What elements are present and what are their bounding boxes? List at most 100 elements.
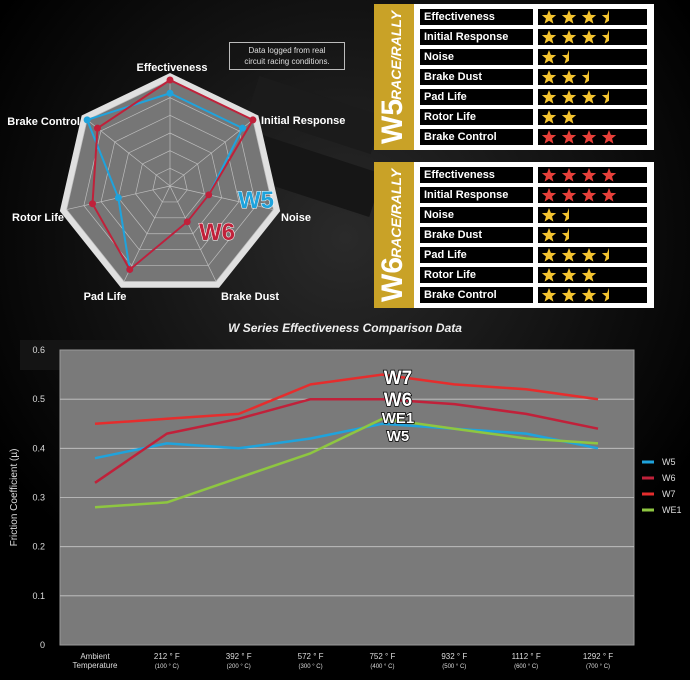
rating-stars xyxy=(538,187,647,203)
rating-stars xyxy=(538,69,647,85)
star-icon xyxy=(581,268,597,282)
radar-series-w6 xyxy=(91,78,255,272)
x-tick-sublabel: (100 ° C) xyxy=(155,664,179,670)
half-star-icon xyxy=(601,30,609,44)
rating-label: Brake Control xyxy=(420,287,533,303)
star-icon xyxy=(581,168,597,182)
series-line-w5 xyxy=(94,422,599,460)
star-icon xyxy=(581,248,597,262)
star-icon xyxy=(541,268,557,282)
y-tick-label: 0.2 xyxy=(32,542,45,552)
x-tick-sublabel: (300 ° C) xyxy=(299,664,323,670)
panel-model-name: W5 xyxy=(376,99,409,144)
y-axis-label: Friction Coefficient (µ) xyxy=(9,449,20,547)
x-tick-label: 1292 ° F xyxy=(583,652,613,661)
star-icon xyxy=(561,248,577,262)
radar-axis-label: Rotor Life xyxy=(12,212,64,224)
star-icon xyxy=(581,10,597,24)
star-icon xyxy=(581,130,597,144)
inline-series-label: W6 xyxy=(384,390,413,411)
star-icon xyxy=(581,288,597,302)
half-star-icon xyxy=(601,248,609,262)
rating-stars xyxy=(538,129,647,145)
rating-stars xyxy=(538,109,647,125)
legend-label: WE1 xyxy=(662,505,682,515)
chart-title: W Series Effectiveness Comparison Data xyxy=(228,321,462,335)
radar-grid-ring xyxy=(83,97,257,266)
w5-rating-panel: W5 RACE/RALLY Effectiveness Initial Respons… xyxy=(374,4,654,150)
radar-axis-label: Brake Control xyxy=(7,116,80,128)
inline-series-label: WE1 xyxy=(382,410,415,427)
x-tick-label: 212 ° F xyxy=(154,652,180,661)
rating-stars xyxy=(538,227,647,243)
star-icon xyxy=(541,228,557,242)
half-star-icon xyxy=(561,208,569,222)
y-tick-label: 0.6 xyxy=(32,345,45,355)
star-icon xyxy=(561,10,577,24)
star-icon xyxy=(561,168,577,182)
x-tick-sublabel: (700 ° C) xyxy=(586,664,610,670)
y-tick-label: 0.4 xyxy=(32,443,45,453)
x-tick-label: 752 ° F xyxy=(369,652,395,661)
x-tick-sublabel: Temperature xyxy=(73,661,118,670)
w6-rating-panel: W6 RACE/RALLY Effectiveness Initial Respons… xyxy=(374,162,654,308)
radar-point-w6 xyxy=(93,124,101,132)
panel-band: W5 RACE/RALLY xyxy=(374,4,414,150)
star-icon xyxy=(561,188,577,202)
radar-label-w6: W6 xyxy=(199,219,235,246)
note-line-1: Data logged from real xyxy=(248,46,326,55)
star-icon xyxy=(541,168,557,182)
star-icon xyxy=(561,110,577,124)
radar-point-w6 xyxy=(249,116,257,124)
star-icon xyxy=(561,70,577,84)
star-icon xyxy=(541,10,557,24)
radar-axis-label: Noise xyxy=(281,212,311,224)
rating-label: Initial Response xyxy=(420,187,533,203)
half-star-icon xyxy=(561,228,569,242)
x-tick-sublabel: (200 ° C) xyxy=(227,664,251,670)
radar-point-w5 xyxy=(166,89,174,97)
x-tick-sublabel: (600 ° C) xyxy=(514,664,538,670)
inline-series-label: W7 xyxy=(384,368,413,389)
y-tick-label: 0.5 xyxy=(32,394,45,404)
panel-band: W6 RACE/RALLY xyxy=(374,162,414,308)
radar-point-w6 xyxy=(88,200,96,208)
rating-label: Brake Control xyxy=(420,129,533,145)
rating-label: Initial Response xyxy=(420,29,533,45)
star-icon xyxy=(541,208,557,222)
note-line-2: circuit racing conditions. xyxy=(244,57,330,66)
panel-subtitle: RACE/RALLY xyxy=(388,167,404,258)
half-star-icon xyxy=(601,90,609,104)
star-icon xyxy=(601,130,617,144)
rating-label: Pad Life xyxy=(420,247,533,263)
legend-label: W5 xyxy=(662,457,676,467)
radar-axis-label: Pad Life xyxy=(84,291,127,303)
radar-grid-ring xyxy=(152,167,188,203)
star-icon xyxy=(581,188,597,202)
half-star-icon xyxy=(601,10,609,24)
half-star-icon xyxy=(581,70,589,84)
radar-axis-label: Brake Dust xyxy=(221,291,279,303)
x-tick-label: 392 ° F xyxy=(226,652,252,661)
radar-point-w6 xyxy=(166,76,174,84)
inline-series-label: W5 xyxy=(387,428,410,445)
rating-stars xyxy=(538,287,647,303)
y-tick-label: 0.3 xyxy=(32,493,45,503)
rating-label: Noise xyxy=(420,207,533,223)
star-icon xyxy=(541,288,557,302)
star-icon xyxy=(561,90,577,104)
radar-axis-label: Effectiveness xyxy=(137,62,208,74)
star-icon xyxy=(561,130,577,144)
legend-label: W7 xyxy=(662,489,676,499)
radar-spoke xyxy=(169,185,217,282)
radar-point-w5 xyxy=(239,124,247,132)
star-icon xyxy=(541,188,557,202)
rating-label: Pad Life xyxy=(420,89,533,105)
star-icon xyxy=(541,30,557,44)
rating-stars xyxy=(538,89,647,105)
panel-model-name: W6 xyxy=(376,257,409,302)
rating-stars xyxy=(538,9,647,25)
x-tick-label: 932 ° F xyxy=(441,652,467,661)
